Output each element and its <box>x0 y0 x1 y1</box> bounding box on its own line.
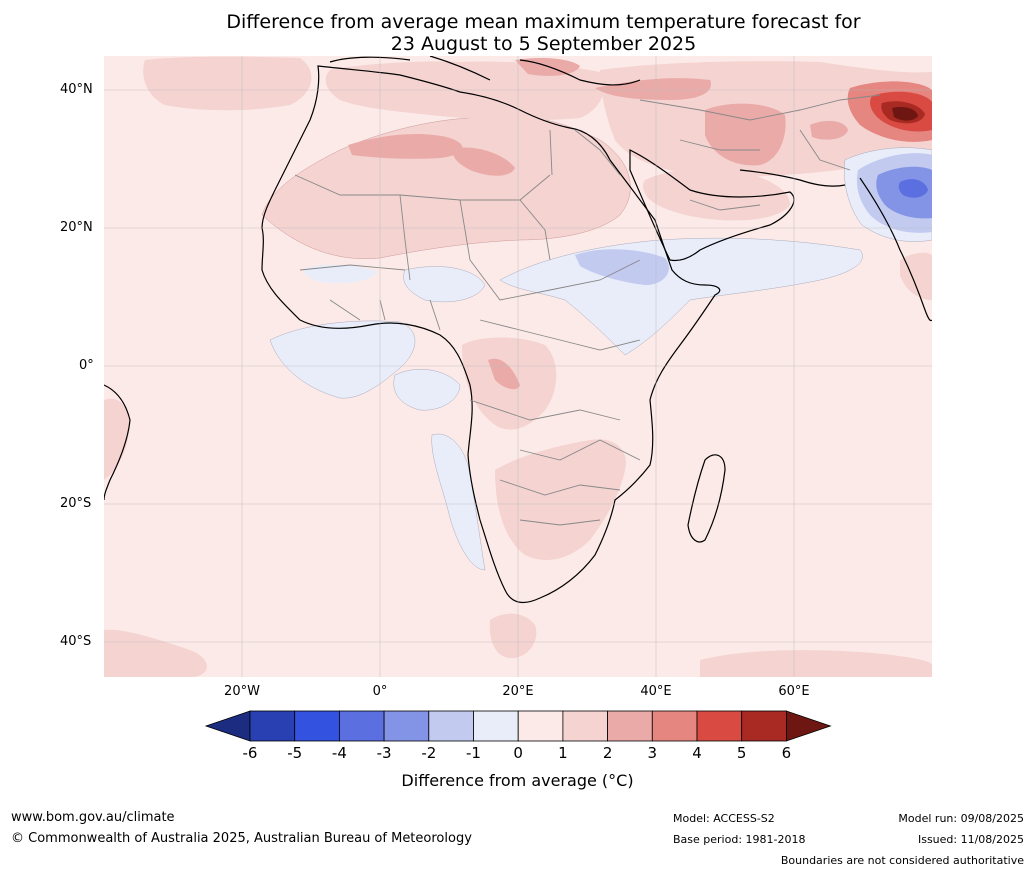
anomaly-region-atlantic-north <box>143 56 312 111</box>
colorbar-tick-label: -2 <box>421 744 437 762</box>
graticule <box>104 56 932 677</box>
colorbar-tick-label: 4 <box>692 744 702 762</box>
anomaly-region-southern-africa <box>495 439 626 560</box>
coastline-persian-gulf <box>739 169 846 187</box>
colorbar-tick-label: -5 <box>287 744 303 762</box>
anomaly-region-gulf-guinea-cool <box>269 320 416 399</box>
colorbar-label: Difference from average (°C) <box>401 771 634 790</box>
colorbar-tick-label: 2 <box>602 744 613 762</box>
colorbar-tick-label: -3 <box>376 744 392 762</box>
colorbar-tick-label: -6 <box>242 744 258 762</box>
anomaly-region-sahel-cool <box>403 266 486 303</box>
latitude-label-20s: 20°S <box>60 496 92 511</box>
issued-text: Issued: 11/08/2025 <box>917 833 1024 846</box>
anomaly-region-north-africa <box>325 61 604 121</box>
anomaly-region-algeria-strong <box>348 134 463 159</box>
disclaimer-text: Boundaries are not considered authoritat… <box>780 854 1024 867</box>
longitude-label-20w: 20°W <box>224 684 260 699</box>
anomaly-region-india <box>900 252 932 300</box>
anomaly-region-south-atlantic <box>489 613 537 659</box>
anomaly-region-hotspot-core <box>892 106 918 121</box>
anomaly-region-arabia <box>643 168 790 221</box>
longitude-label-0: 0° <box>372 684 388 699</box>
longitude-label-60e: 60°E <box>778 684 810 699</box>
latitude-label-40n: 40°N <box>60 82 93 97</box>
anomaly-region-caspian-strong <box>810 120 848 140</box>
anomaly-region-namibia-coast-cool <box>431 433 486 571</box>
colorbar-tick-label: 6 <box>781 744 792 762</box>
anomaly-region-libya-strong <box>453 147 515 176</box>
model-text: Model: ACCESS-S2 <box>673 812 775 825</box>
anomaly-region-west-sahel-cool <box>304 264 378 284</box>
colorbar-tick-label: 5 <box>736 744 747 762</box>
colorbar-tick-label: 3 <box>647 744 658 762</box>
anomaly-region-west-atlantic-strip <box>104 398 130 480</box>
colorbar-tick-label: 1 <box>558 744 568 762</box>
map-title-line1: Difference from average mean maximum tem… <box>226 11 861 33</box>
longitude-label-40e: 40°E <box>640 684 672 699</box>
anomaly-region-congo-strong <box>488 358 520 390</box>
anomaly-region-turkey-strong <box>595 78 711 100</box>
anomaly-region-angola-cool <box>393 369 461 411</box>
latitude-label-0: 0° <box>79 358 94 373</box>
website-text: www.bom.gov.au/climate <box>11 810 175 825</box>
coastline-africa <box>261 65 721 604</box>
base-period-text: Base period: 1981-2018 <box>673 833 806 846</box>
colorbar-tick-label: -1 <box>466 744 481 762</box>
coastline-arabia <box>629 149 795 262</box>
anomaly-region-southeast <box>700 650 932 677</box>
anomaly-region-north-med-strong <box>515 58 580 76</box>
coastline-europe <box>329 56 641 86</box>
coastline-india <box>859 177 932 322</box>
anomaly-region-southwest <box>104 629 207 677</box>
longitude-label-20e: 20°E <box>502 684 534 699</box>
model-run-text: Model run: 09/08/2025 <box>898 812 1024 825</box>
country-boundaries <box>294 94 881 526</box>
colorbar-tick-label: -4 <box>331 744 347 762</box>
anomaly-region-himalaya-cool-core <box>898 179 928 198</box>
copyright-text: © Commonwealth of Australia 2025, Austra… <box>11 831 472 846</box>
anomaly-region-red-sea-cool <box>575 249 669 285</box>
coastline-south-america <box>104 384 131 501</box>
coastlines <box>104 56 932 604</box>
latitude-label-20n: 20°N <box>60 220 93 235</box>
colorbar-tick-label: 0 <box>513 744 523 762</box>
map-title-line2: 23 August to 5 September 2025 <box>390 33 697 55</box>
latitude-label-40s: 40°S <box>60 634 92 649</box>
